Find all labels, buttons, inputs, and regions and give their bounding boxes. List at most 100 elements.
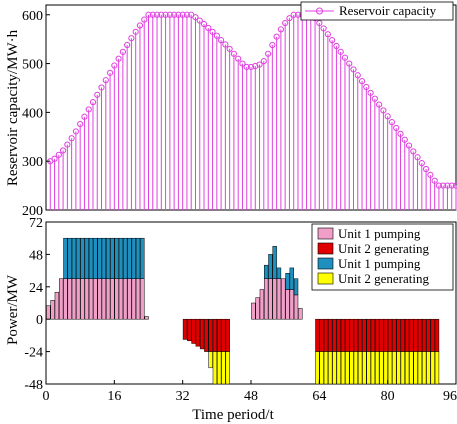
capacity-point [401,136,408,143]
bar-unit2-generating [332,318,337,352]
capacity-point [141,16,148,23]
bar-unit2-generating [387,318,393,352]
capacity-point [183,11,191,18]
bar-unit1-pumping-2 [97,237,102,279]
capacity-point [171,11,178,18]
bar-unit2-generating [392,318,397,352]
capacity-point [333,42,340,50]
capacity-point [59,147,67,154]
capacity-point [337,48,344,55]
legend-swatch-unit1-pumping [317,227,334,240]
bar-unit1-pumping-2 [263,264,269,279]
bar-unit1-pumping [272,278,277,320]
x-axis-label: Time period/t [192,407,274,423]
bar-unit1-pumping-2 [88,237,94,279]
capacity-point [149,11,156,18]
bar-unit2-generating-2 [430,351,435,385]
bar-unit2-generating [345,318,350,352]
capacity-point [440,182,447,189]
bar-unit2-generating [366,318,371,352]
bar-unit1-pumping-2 [272,246,277,279]
bar-unit2-generating [208,318,213,352]
capacity-point [290,11,297,18]
capacity-point [431,177,438,184]
bar-unit2-generating [323,318,329,352]
bar-unit2-generating-2 [353,351,359,385]
bar-unit2-generating-2 [336,351,341,385]
top-y-tick-label: 200 [22,204,43,219]
bar-unit2-generating [430,318,435,352]
bar-unit2-generating-2 [392,351,397,385]
capacity-point [196,17,203,24]
capacity-point [380,107,387,114]
capacity-point [264,50,272,57]
top-legend-label: Reservoir capacity [339,3,437,18]
bar-unit2-generating [417,318,423,352]
bar-unit1-pumping-2 [114,237,119,279]
bar-unit2-generating-2 [409,351,414,385]
bar-unit2-generating-2 [332,351,337,385]
bar-unit1-pumping [259,289,265,320]
capacity-point [376,101,383,108]
bottom-y-ticks: -48 -24 0 24 48 72 [24,216,50,393]
capacity-point [324,31,331,38]
bar-unit1-pumping [289,289,294,320]
bar-unit2-generating [221,318,226,352]
top-stems [47,11,457,210]
bar-unit1-pumping [140,278,145,320]
bar-unit2-generating [357,318,363,352]
bar-unit1-pumping-2 [118,237,124,279]
x-tick-label: 16 [107,389,121,404]
top-legend-marker-swatch [316,7,323,15]
bar-unit2-generating [396,318,401,352]
capacity-point [124,41,131,49]
capacity-point [222,41,229,48]
bar-unit1-pumping [135,278,141,320]
bar-unit1-pumping-2 [123,237,128,279]
bar-unit1-pumping [251,302,256,320]
bar-unit2-generating-2 [434,351,440,385]
bar-unit2-generating-2 [221,351,226,385]
capacity-point [384,113,391,120]
capacity-point [277,26,284,33]
bar-unit2-generating [340,318,346,352]
capacity-point [128,35,135,42]
capacity-point [89,99,97,106]
bar-unit1-pumping [255,297,260,320]
bar-unit2-generating [225,318,230,352]
capacity-point [51,155,58,162]
bar-unit2-generating-2 [349,351,354,385]
bar-unit1-pumping [263,278,269,320]
capacity-point [94,91,101,98]
bar-unit2-generating [375,318,380,352]
bar-unit1-pumping [105,278,111,320]
capacity-point [256,61,263,68]
bar-unit2-generating [191,318,196,344]
bar-unit2-generating-2 [426,351,431,385]
capacity-point [354,72,361,79]
bar-unit1-pumping [50,300,55,320]
capacity-point [282,19,289,27]
top-legend-box [300,1,454,21]
capacity-point [77,120,84,128]
capacity-point [119,48,126,55]
top-y-tick-label: 300 [22,155,43,170]
bar-unit2-generating-2 [212,351,218,385]
capacity-point [205,24,212,32]
bar-unit2-generating-2 [225,351,230,385]
bar-unit1-pumping [84,278,89,320]
capacity-point [64,141,71,148]
top-legend: Reservoir capacity [300,1,454,21]
capacity-point [153,11,161,18]
capacity-point [72,128,79,135]
capacity-point [405,142,413,149]
bar-unit2-generating [349,318,354,352]
bar-unit1-pumping [144,316,149,320]
capacity-point [239,60,246,67]
bottom-y-tick-label: 24 [29,281,43,296]
capacity-point [452,182,457,189]
capacity-point [329,37,336,44]
bar-unit2-generating-2 [400,351,405,385]
bar-unit2-generating [370,318,376,352]
